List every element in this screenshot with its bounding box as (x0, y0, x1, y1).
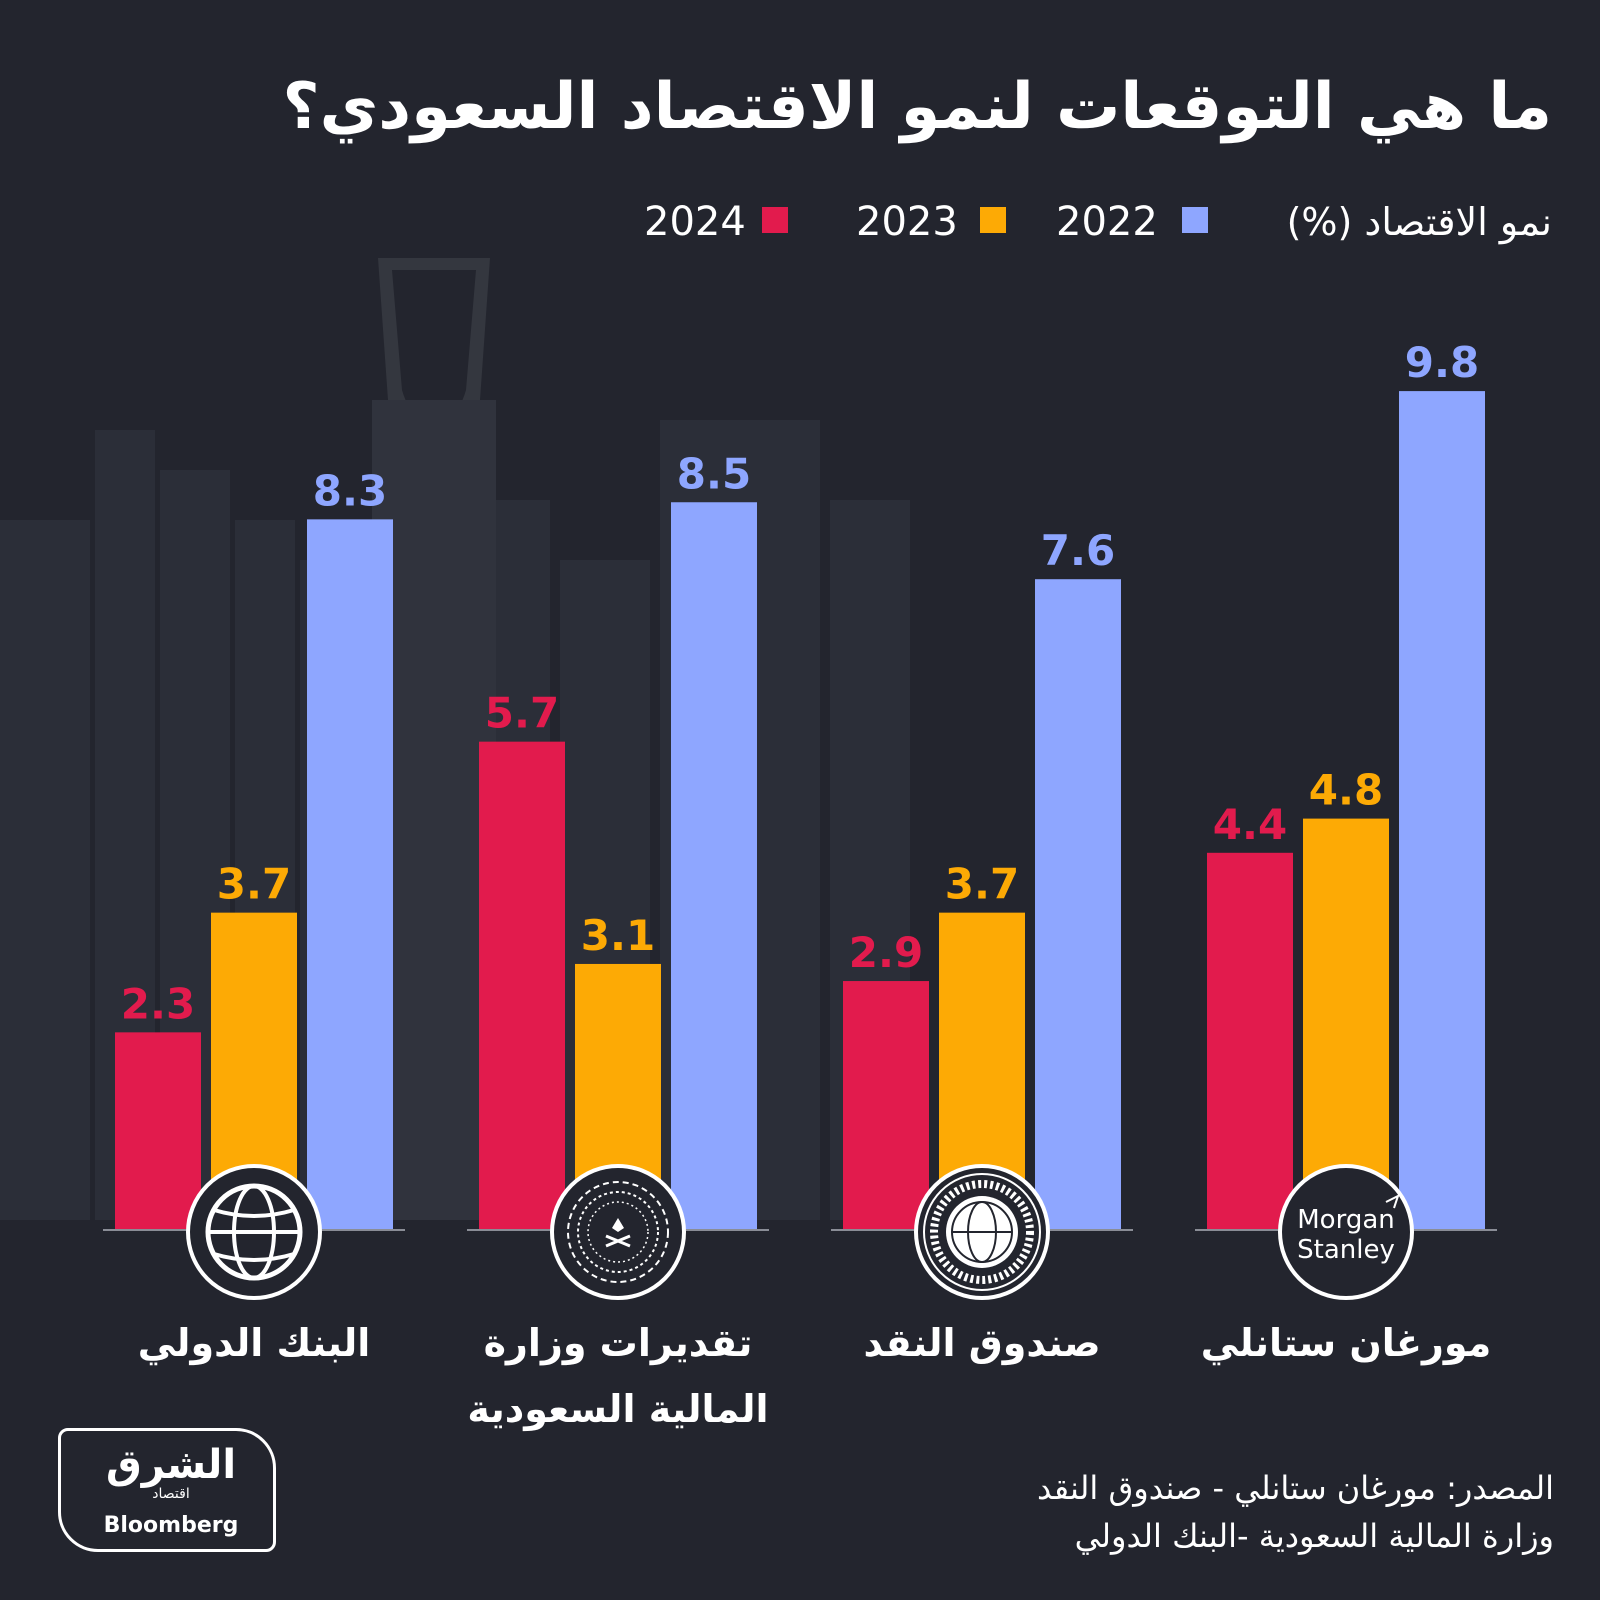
value-label-2022-1: 8.3 (313, 466, 387, 515)
category-label-2: تقديرات وزارة المالية السعودية (438, 1310, 798, 1442)
legend-text-2024: 2024 (644, 199, 746, 245)
seal-icon (914, 1164, 1050, 1300)
legend-item-2023: 2023 (856, 192, 1016, 252)
bar-2024-1 (115, 1032, 201, 1229)
chart-title: ما هي التوقعات لنمو الاقتصاد السعودي؟ (282, 70, 1553, 144)
wordmark-icon: Morgan Stanley (1278, 1164, 1414, 1300)
category-label-2-line-1: تقديرات وزارة (483, 1321, 753, 1365)
category-label-1: البنك الدولي (74, 1310, 434, 1376)
emblem-icon (550, 1164, 686, 1300)
legend-text-2023: 2023 (856, 199, 958, 245)
svg-text:Stanley: Stanley (1297, 1235, 1395, 1265)
legend-item-2024: 2024 (644, 192, 804, 252)
bar-2024-3 (843, 981, 929, 1229)
value-label-2024-3: 2.9 (849, 928, 923, 977)
bar-2024-4 (1207, 852, 1293, 1229)
bar-2022-3 (1035, 579, 1121, 1229)
legend-text-2022: 2022 (1056, 199, 1158, 245)
value-label-2024-4: 4.4 (1213, 800, 1287, 849)
globe-icon (186, 1164, 322, 1300)
category-label-1-line-1: البنك الدولي (137, 1321, 371, 1365)
value-label-2022-4: 9.8 (1405, 338, 1479, 387)
legend-swatch-2023 (980, 207, 1006, 233)
legend-item-2022: 2022 (1056, 192, 1216, 252)
bar-2023-4 (1303, 818, 1389, 1229)
value-label-2023-2: 3.1 (581, 911, 655, 960)
brand-english: Bloomberg (103, 1513, 239, 1538)
value-label-2023-4: 4.8 (1309, 766, 1383, 815)
source-line-1: المصدر: مورغان ستانلي - صندوق النقد (1036, 1469, 1554, 1507)
category-label-2-line-2: المالية السعودية (467, 1387, 769, 1431)
value-label-2024-2: 5.7 (485, 689, 559, 738)
value-label-2022-3: 7.6 (1041, 526, 1115, 575)
svg-text:Morgan: Morgan (1297, 1205, 1395, 1235)
source-line-2: وزارة المالية السعودية -البنك الدولي (1074, 1517, 1554, 1555)
legend-swatch-2022 (1182, 207, 1208, 233)
value-labels-layer: 2.3 3.7 8.3 5.7 3.1 8.5 2.9 3.7 7.6 4.4 4.8 9.8 (121, 338, 1479, 1028)
value-label-2023-1: 3.7 (217, 860, 291, 909)
legend-swatch-2024 (762, 207, 788, 233)
logos-layer: Morgan Stanley (186, 1164, 1414, 1300)
category-label-4: مورغان ستانلي (1166, 1310, 1526, 1376)
value-label-2022-2: 8.5 (677, 449, 751, 498)
legend-label: نمو الاقتصاد (%) (1286, 200, 1552, 244)
source-note: المصدر: مورغان ستانلي - صندوق النقد وزار… (654, 1464, 1554, 1560)
brand-arabic: الشرق (105, 1442, 237, 1488)
bar-2024-2 (479, 741, 565, 1229)
brand-logo: الشرق اقتصاد Bloomberg (58, 1428, 276, 1552)
category-label-3: صندوق النقد (802, 1310, 1162, 1376)
bar-2022-2 (671, 502, 757, 1229)
bar-2022-1 (307, 519, 393, 1229)
value-label-2024-1: 2.3 (121, 979, 195, 1028)
category-label-4-line-1: مورغان ستانلي (1200, 1321, 1492, 1365)
category-label-3-line-1: صندوق النقد (863, 1321, 1101, 1365)
value-label-2023-3: 3.7 (945, 860, 1019, 909)
brand-sub: اقتصاد (152, 1486, 190, 1502)
bar-2022-4 (1399, 391, 1485, 1230)
